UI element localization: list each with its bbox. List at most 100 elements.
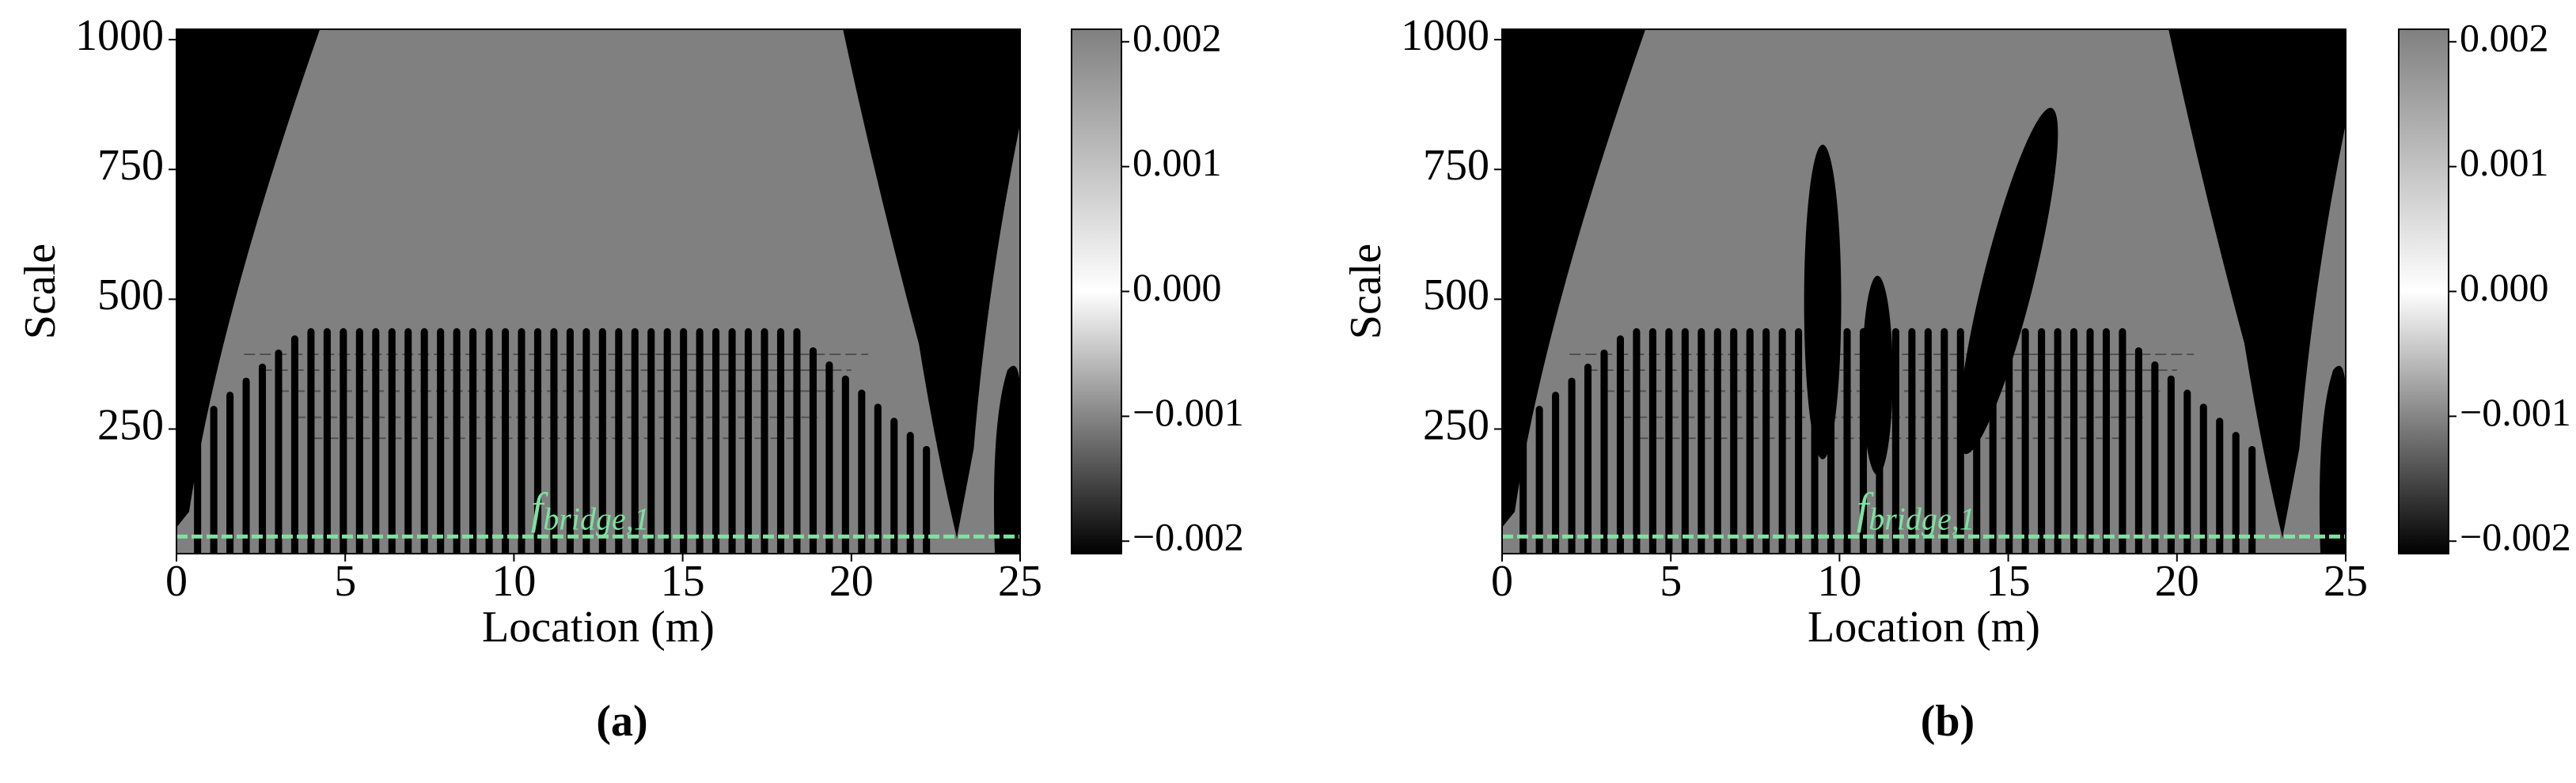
heatmap (1502, 29, 2346, 554)
heatmap-stripe (1519, 419, 1527, 554)
colorbar-tick-label: 0.000 (2460, 265, 2549, 309)
heatmap-stripe (2005, 327, 2013, 554)
heatmap-stripe (323, 327, 331, 554)
heatmap-stripe (2054, 327, 2062, 554)
heatmap-stripe (2151, 361, 2159, 554)
colorbar-tick-label: 0.001 (1132, 140, 1222, 184)
x-axis-label: Location (m) (482, 603, 715, 652)
x-tick-label: 20 (829, 557, 874, 606)
heatmap-stripe (728, 327, 736, 554)
x-tick-label: 15 (661, 557, 705, 606)
colorbar-tick-label: 0.002 (1132, 15, 1222, 59)
colorbar-gradient (1071, 28, 1122, 554)
heatmap-stripe (761, 327, 768, 554)
x-tick-label: 20 (2155, 557, 2199, 606)
heatmap-stripe (2102, 327, 2110, 554)
heatmap-stripe (2232, 431, 2240, 554)
heatmap-stripe (1924, 327, 1932, 554)
reference-label-sub: bridge,1 (543, 501, 649, 537)
heatmap-stripe (1762, 327, 1770, 554)
heatmap-region (2319, 365, 2346, 554)
heatmap-stripe (663, 327, 671, 554)
heatmap-stripe (372, 327, 380, 554)
panel-label: (b) (1921, 697, 1975, 746)
heatmap-stripe (1713, 327, 1721, 554)
heatmap-stripe (631, 327, 639, 554)
x-tick-label: 15 (1986, 557, 2031, 606)
heatmap-stripe (1730, 327, 1738, 554)
heatmap-stripe (825, 361, 833, 554)
heatmap-stripe (2248, 445, 2256, 554)
heatmap-stripe (776, 327, 784, 554)
heatmap-stripe (582, 327, 590, 554)
heatmap-stripe (469, 327, 477, 554)
heatmap-stripe (1552, 392, 1560, 554)
heatmap-stripe (566, 327, 574, 554)
heatmap-stripe (696, 327, 704, 554)
heatmap-stripe (307, 327, 315, 554)
x-tick-label: 25 (2324, 557, 2368, 606)
colorbar: −0.002 −0.001 0.000 0.001 0.002 (1071, 15, 1244, 559)
heatmap-stripe (712, 327, 720, 554)
heatmap-region (1958, 108, 2058, 455)
heatmap-stripe (453, 327, 461, 554)
heatmap-stripe (290, 335, 298, 554)
heatmap-stripe (841, 375, 849, 554)
heatmap-stripe (906, 431, 914, 554)
y-tick-label: 750 (97, 141, 164, 190)
heatmap-stripe (1633, 327, 1641, 554)
heatmap-stripe (388, 327, 396, 554)
heatmap-stripe (518, 327, 525, 554)
heatmap-stripe (2119, 327, 2126, 554)
subplot: fbridge,1 0 5 10 15 20 25 250 500 750 1000 Location… (16, 11, 1244, 746)
heatmap-stripe (420, 327, 428, 554)
x-tick-label: 25 (998, 557, 1042, 606)
heatmap-region (1502, 29, 1646, 528)
heatmap-region (1804, 144, 1842, 460)
heatmap-stripe (680, 327, 688, 554)
colorbar-tick-label: 0.001 (2460, 140, 2549, 184)
y-axis-label: Scale (1341, 244, 1390, 339)
heatmap-region (843, 29, 1020, 539)
heatmap-stripe (2216, 418, 2224, 554)
heatmap-stripe (2167, 375, 2175, 554)
heatmap-stripe (890, 418, 898, 554)
heatmap-stripe (923, 445, 931, 554)
heatmap-stripe (242, 377, 250, 554)
heatmap-stripe (2199, 403, 2207, 554)
heatmap-stripe (1795, 327, 1803, 554)
heatmap-stripe (1908, 327, 1916, 554)
colorbar-tick-label: 0.000 (1132, 265, 1222, 309)
heatmap (176, 29, 1020, 554)
heatmap-stripe (598, 327, 606, 554)
x-tick-label: 10 (491, 557, 536, 606)
heatmap-stripe (2038, 327, 2046, 554)
x-tick-label: 5 (1660, 557, 1682, 606)
colorbar-tick-label: 0.002 (2460, 15, 2549, 59)
heatmap-stripe (2183, 389, 2191, 554)
x-axis-label: Location (m) (1808, 603, 2040, 652)
y-tick-label: 1000 (75, 11, 164, 60)
heatmap-stripe (647, 327, 655, 554)
reference-label-sub: bridge,1 (1868, 501, 1975, 537)
heatmap-stripe (404, 327, 412, 554)
heatmap-stripe (340, 327, 347, 554)
heatmap-stripe (210, 406, 218, 554)
heatmap-region (176, 29, 321, 528)
x-tick-label: 0 (165, 557, 188, 606)
heatmap-stripe (1665, 327, 1673, 554)
heatmap-stripe (1600, 349, 1608, 554)
heatmap-stripe (437, 327, 445, 554)
x-tick-label: 10 (1817, 557, 1861, 606)
heatmap-stripe (874, 403, 882, 554)
heatmap-stripe (1843, 327, 1851, 554)
heatmap-stripe (2086, 327, 2094, 554)
heatmap-stripe (533, 327, 541, 554)
colorbar-tick-label: −0.001 (1132, 390, 1244, 434)
heatmap-stripe (1778, 327, 1786, 554)
heatmap-stripe (1616, 335, 1624, 554)
heatmap-stripe (745, 327, 753, 554)
y-tick-label: 750 (1423, 141, 1489, 190)
heatmap-stripe (2021, 327, 2029, 554)
